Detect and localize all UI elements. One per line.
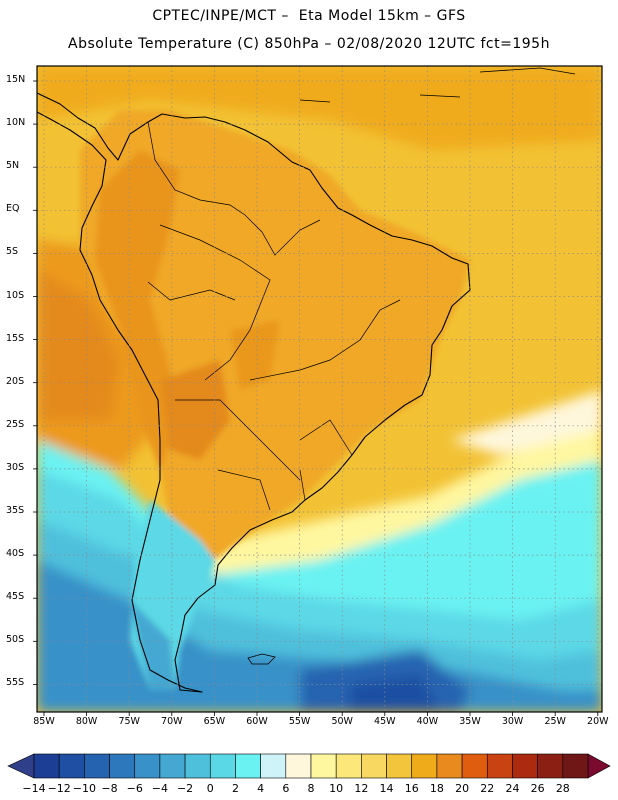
colorbar-swatch xyxy=(209,753,236,779)
colorbar-swatch xyxy=(58,753,85,779)
latitude-label: EQ xyxy=(6,203,20,215)
latitude-label: 5N xyxy=(6,160,20,172)
latitude-label: 20S xyxy=(6,375,25,387)
longitude-label: 25W xyxy=(544,716,566,727)
map-frame xyxy=(36,65,603,713)
colorbar-swatch xyxy=(386,753,413,779)
chart-title-line-2: Absolute Temperature (C) 850hPa – 02/08/… xyxy=(68,36,550,52)
colorbar-swatch xyxy=(512,753,538,779)
coastline xyxy=(37,92,471,693)
colorbar-swatch xyxy=(134,753,161,779)
colorbar-label: −6 xyxy=(126,782,143,795)
colorbar-label: −4 xyxy=(151,782,169,795)
colorbar-swatch xyxy=(537,753,564,779)
colorbar-swatch xyxy=(310,753,337,779)
caribbean-islands xyxy=(299,67,576,103)
colorbar-swatch xyxy=(361,753,387,779)
latitude-label: 35S xyxy=(6,505,25,516)
colorbar-swatch xyxy=(486,753,513,779)
longitude-label: 40W xyxy=(416,716,439,727)
colorbar-label: 16 xyxy=(404,782,419,795)
colorbar-label: −8 xyxy=(101,782,118,795)
colorbar-label: 12 xyxy=(354,782,369,795)
colorbar-swatch xyxy=(33,753,60,779)
latitude-label: 15N xyxy=(6,74,26,85)
colorbar-label: −12 xyxy=(47,782,71,795)
latitude-label: 40S xyxy=(6,548,25,560)
colorbar-swatch xyxy=(84,753,110,779)
longitude-label: 85W xyxy=(33,716,55,727)
axis-ticks xyxy=(33,80,599,716)
colorbar-label: 8 xyxy=(307,782,315,795)
colorbar-label: 20 xyxy=(455,782,470,795)
latitude-label: 50S xyxy=(6,634,25,646)
longitude-label: 35W xyxy=(459,716,481,727)
latitude-label: 25S xyxy=(6,418,25,430)
land-temperature xyxy=(80,110,470,690)
colorbar-swatch xyxy=(235,753,261,779)
colorbar-label: 26 xyxy=(530,782,545,795)
colorbar-label: 6 xyxy=(282,782,290,795)
longitude-label: 60W xyxy=(246,716,268,727)
longitude-label: 50W xyxy=(331,716,353,727)
colorbar-swatch xyxy=(109,753,136,779)
colorbar-under-arrow xyxy=(7,753,35,779)
longitude-label: 45W xyxy=(374,716,396,727)
colorbar-swatch xyxy=(335,753,362,779)
latitude-label: 10S xyxy=(6,289,25,301)
colorbar-swatch xyxy=(411,753,438,779)
latitude-label: 55S xyxy=(6,677,25,689)
latitude-label: 5S xyxy=(6,246,19,258)
colorbar-label: 4 xyxy=(257,782,265,795)
colorbar-swatch xyxy=(436,753,463,779)
colorbar-label: −10 xyxy=(72,782,96,795)
colorbar-swatch xyxy=(184,753,211,779)
colorbar-label: −14 xyxy=(22,782,46,795)
colorbar-label: 18 xyxy=(429,782,444,795)
longitude-label: 70W xyxy=(161,716,183,727)
colorbar-label: 24 xyxy=(505,782,520,795)
longitude-label: 75W xyxy=(118,716,140,727)
colorbar-label: 22 xyxy=(480,782,495,795)
latitude-label: 10N xyxy=(6,117,26,129)
colorbar xyxy=(7,753,611,779)
colorbar-swatch xyxy=(159,753,186,779)
longitude-label: 30W xyxy=(501,716,524,727)
latitude-label: 30S xyxy=(6,461,25,473)
colorbar-swatch xyxy=(260,753,287,779)
map-plot-area xyxy=(37,66,602,712)
colorbar-label: 2 xyxy=(231,782,239,795)
colorbar-label: −2 xyxy=(176,782,194,795)
longitude-label: 65W xyxy=(203,716,226,727)
latitude-label: 45S xyxy=(6,591,25,603)
colorbar-label: 0 xyxy=(206,782,214,795)
colorbar-over-arrow xyxy=(587,753,611,779)
colorbar-label: 14 xyxy=(379,782,394,795)
colorbar-swatch xyxy=(562,753,589,779)
longitude-label: 55W xyxy=(288,716,311,727)
falklands xyxy=(247,653,276,665)
latitude-label: 15S xyxy=(6,332,25,344)
longitude-label: 20W xyxy=(587,716,609,727)
longitude-label: 80W xyxy=(75,716,98,727)
colorbar-swatch xyxy=(461,753,488,779)
chart-title-line-1: CPTEC/INPE/MCT – Eta Model 15km – GFS xyxy=(152,8,466,24)
colorbar-swatch xyxy=(285,753,312,779)
colorbar-label: 10 xyxy=(329,782,344,795)
colorbar-label: 28 xyxy=(555,782,570,795)
country-borders xyxy=(147,121,401,511)
